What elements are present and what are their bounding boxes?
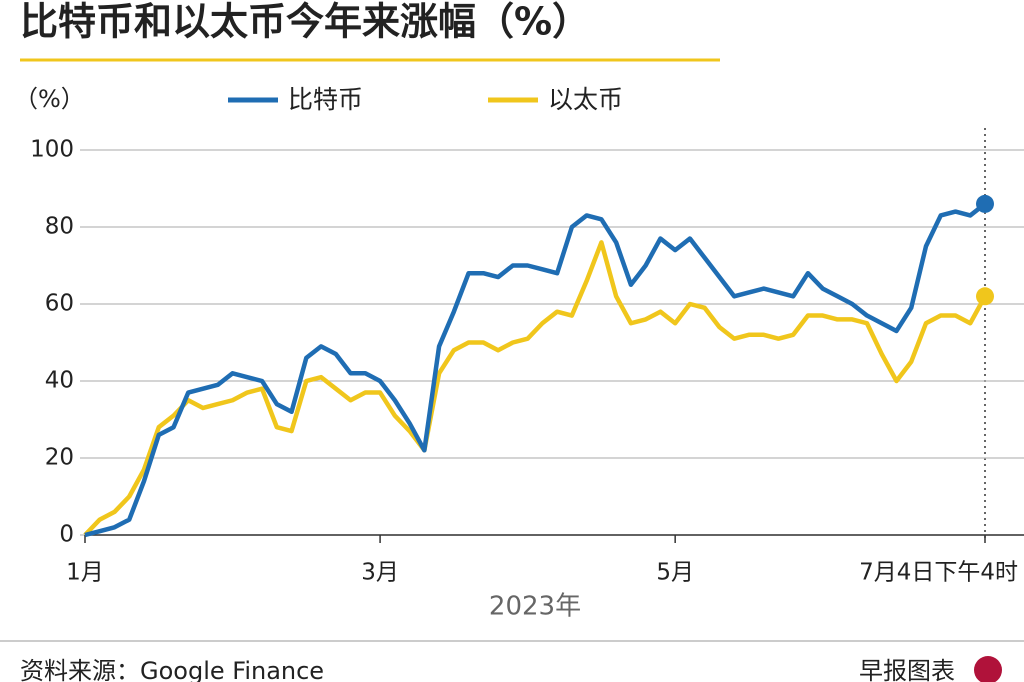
legend-label: 比特币 — [288, 85, 363, 114]
end-point — [976, 194, 994, 213]
series-line — [84, 202, 987, 538]
y-tick-label: 60 — [45, 291, 74, 317]
source: 资料来源：Google Finance — [20, 657, 324, 682]
x-tick-label: 3月 — [361, 560, 399, 586]
x-axis-label: 2023年 — [489, 592, 581, 622]
legend-label: 以太币 — [548, 85, 623, 114]
end-point — [976, 287, 994, 306]
x-tick-label: 1月 — [66, 560, 104, 586]
y-tick-label: 0 — [59, 522, 74, 548]
y-tick-label: 100 — [30, 137, 74, 163]
credit: 早报图表 — [859, 657, 955, 682]
chart-title: 比特币和以太币今年来涨幅（%） — [20, 0, 590, 44]
y-tick-label: 80 — [45, 214, 74, 240]
x-tick-label: 5月 — [656, 560, 694, 586]
series-line — [83, 240, 987, 537]
y-tick-label: 20 — [45, 445, 74, 471]
logo — [974, 656, 1002, 682]
x-tick-label: 7月4日下午4时 — [859, 560, 1018, 586]
y-unit: （%） — [14, 85, 85, 113]
y-tick-label: 40 — [45, 368, 74, 394]
